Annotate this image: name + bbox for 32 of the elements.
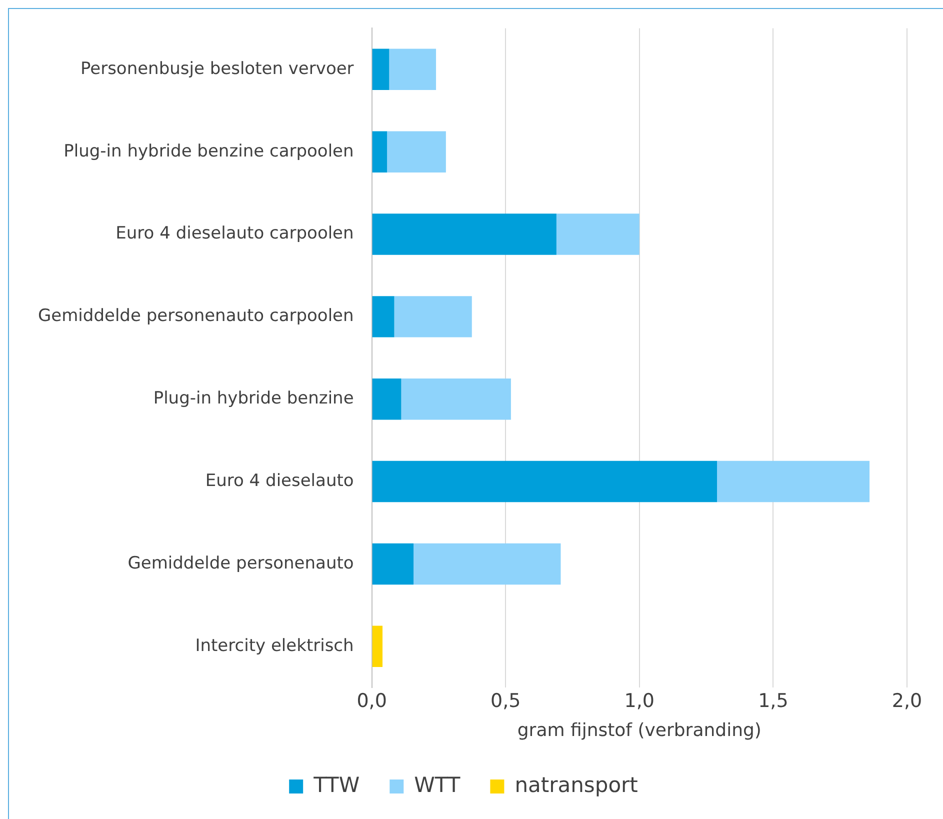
- bar: [389, 48, 436, 90]
- bar: [372, 378, 402, 420]
- legend-label: natransport: [514, 772, 638, 797]
- bar: [372, 543, 414, 585]
- bar: [372, 131, 388, 172]
- y-tick-label: Plug-in hybride benzine carpoolen: [64, 141, 354, 162]
- bar: [372, 48, 390, 90]
- x-tick-label: 0,0: [356, 690, 387, 712]
- bar: [372, 460, 718, 502]
- x-tick-label: 2,0: [892, 690, 922, 712]
- y-tick-label: Euro 4 dieselauto: [205, 470, 354, 491]
- x-tick-label: 1,5: [758, 690, 788, 712]
- bar: [394, 296, 472, 338]
- y-tick-label: Gemiddelde personenauto: [128, 553, 354, 574]
- bar: [556, 214, 640, 255]
- y-tick-label: Intercity elektrisch: [195, 636, 354, 656]
- bar: [387, 131, 446, 172]
- legend-label: WTT: [414, 772, 460, 797]
- bar: [401, 378, 511, 420]
- y-tick-label: Gemiddelde personenauto carpoolen: [38, 306, 354, 326]
- bar: [414, 543, 561, 585]
- bar: [372, 214, 556, 255]
- bar: [717, 460, 870, 502]
- x-tick-label: 1,0: [624, 690, 655, 712]
- x-tick-label: 0,5: [490, 690, 521, 712]
- bar: [372, 626, 383, 667]
- bar: [372, 296, 394, 338]
- y-tick-label: Euro 4 dieselauto carpoolen: [116, 224, 354, 244]
- y-tick-label: Plug-in hybride benzine: [153, 388, 354, 409]
- x-axis-title: gram fijnstof (verbranding): [517, 720, 762, 741]
- legend-label: TTW: [312, 772, 360, 797]
- y-tick-label: Personenbusje besloten vervoer: [80, 58, 354, 79]
